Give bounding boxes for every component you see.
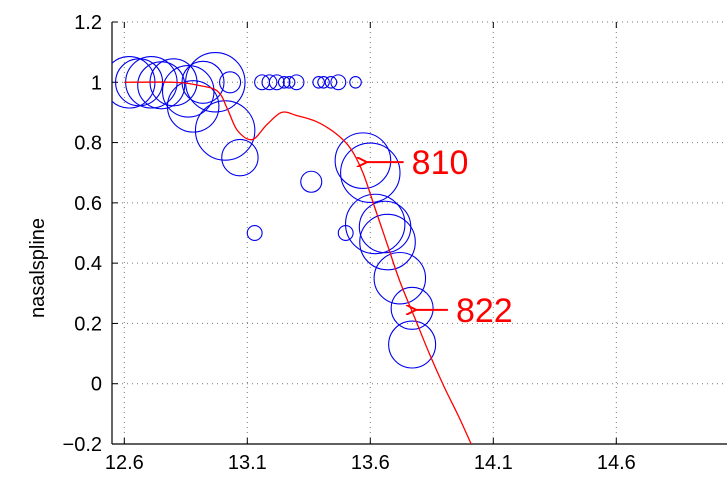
data-point-circle [312,75,325,89]
y-tick-label: 1.2 [74,12,102,34]
data-point-circle [324,75,338,89]
data-point-circle [359,213,416,271]
x-tick-label: 13.6 [351,452,390,474]
data-point-circle [246,225,263,241]
y-tick-label: −0.2 [63,434,102,456]
data-point-circle [373,251,427,305]
data-point-circle [388,320,437,369]
data-point-circle [268,74,285,91]
data-point-circle [334,132,392,189]
x-tick-label: 12.6 [105,452,144,474]
y-tick-label: 1 [91,72,102,94]
plot-area [112,52,472,444]
annotation-label-822: 822 [456,292,513,330]
y-axis-label: nasalspline [27,218,49,318]
data-point-circle [277,75,291,89]
data-point-circle [221,138,259,177]
axes [111,21,727,445]
data-point-circle [166,80,220,133]
y-tick-label: 0.6 [74,193,102,215]
tick-labels: 12.6 13.1 13.6 14.1 14.6 1.2 1 0.8 0.6 0.4 0.2 0 −0.… [63,12,636,474]
data-point-circle [344,193,406,255]
annotations: 810 822 [367,144,513,330]
data-point-circle [349,75,362,89]
y-tick-label: 0 [91,374,102,396]
x-tick-label: 13.1 [228,452,267,474]
annotation-label-810: 810 [412,144,469,182]
data-point-circle [300,170,323,193]
circle-markers [112,52,437,369]
spline-curve [124,81,472,444]
data-point-circle [282,75,296,89]
data-point-circle [194,100,256,161]
data-point-circle [317,75,330,89]
data-point-circle [288,74,305,91]
y-tick-label: 0.2 [74,313,102,335]
x-tick-label: 14.6 [597,452,636,474]
data-point-circle [219,71,242,94]
data-point-circle [261,74,278,91]
data-point-circle [330,74,347,91]
data-point-circle [390,286,434,330]
data-point-circle [358,200,412,254]
grid-lines [112,21,727,444]
data-point-circle [340,142,401,203]
x-tick-label: 14.1 [474,452,513,474]
data-point-circle [161,65,215,118]
y-tick-label: 0.8 [74,133,102,155]
y-tick-label: 0.4 [74,253,102,275]
data-point-circle [185,52,246,113]
